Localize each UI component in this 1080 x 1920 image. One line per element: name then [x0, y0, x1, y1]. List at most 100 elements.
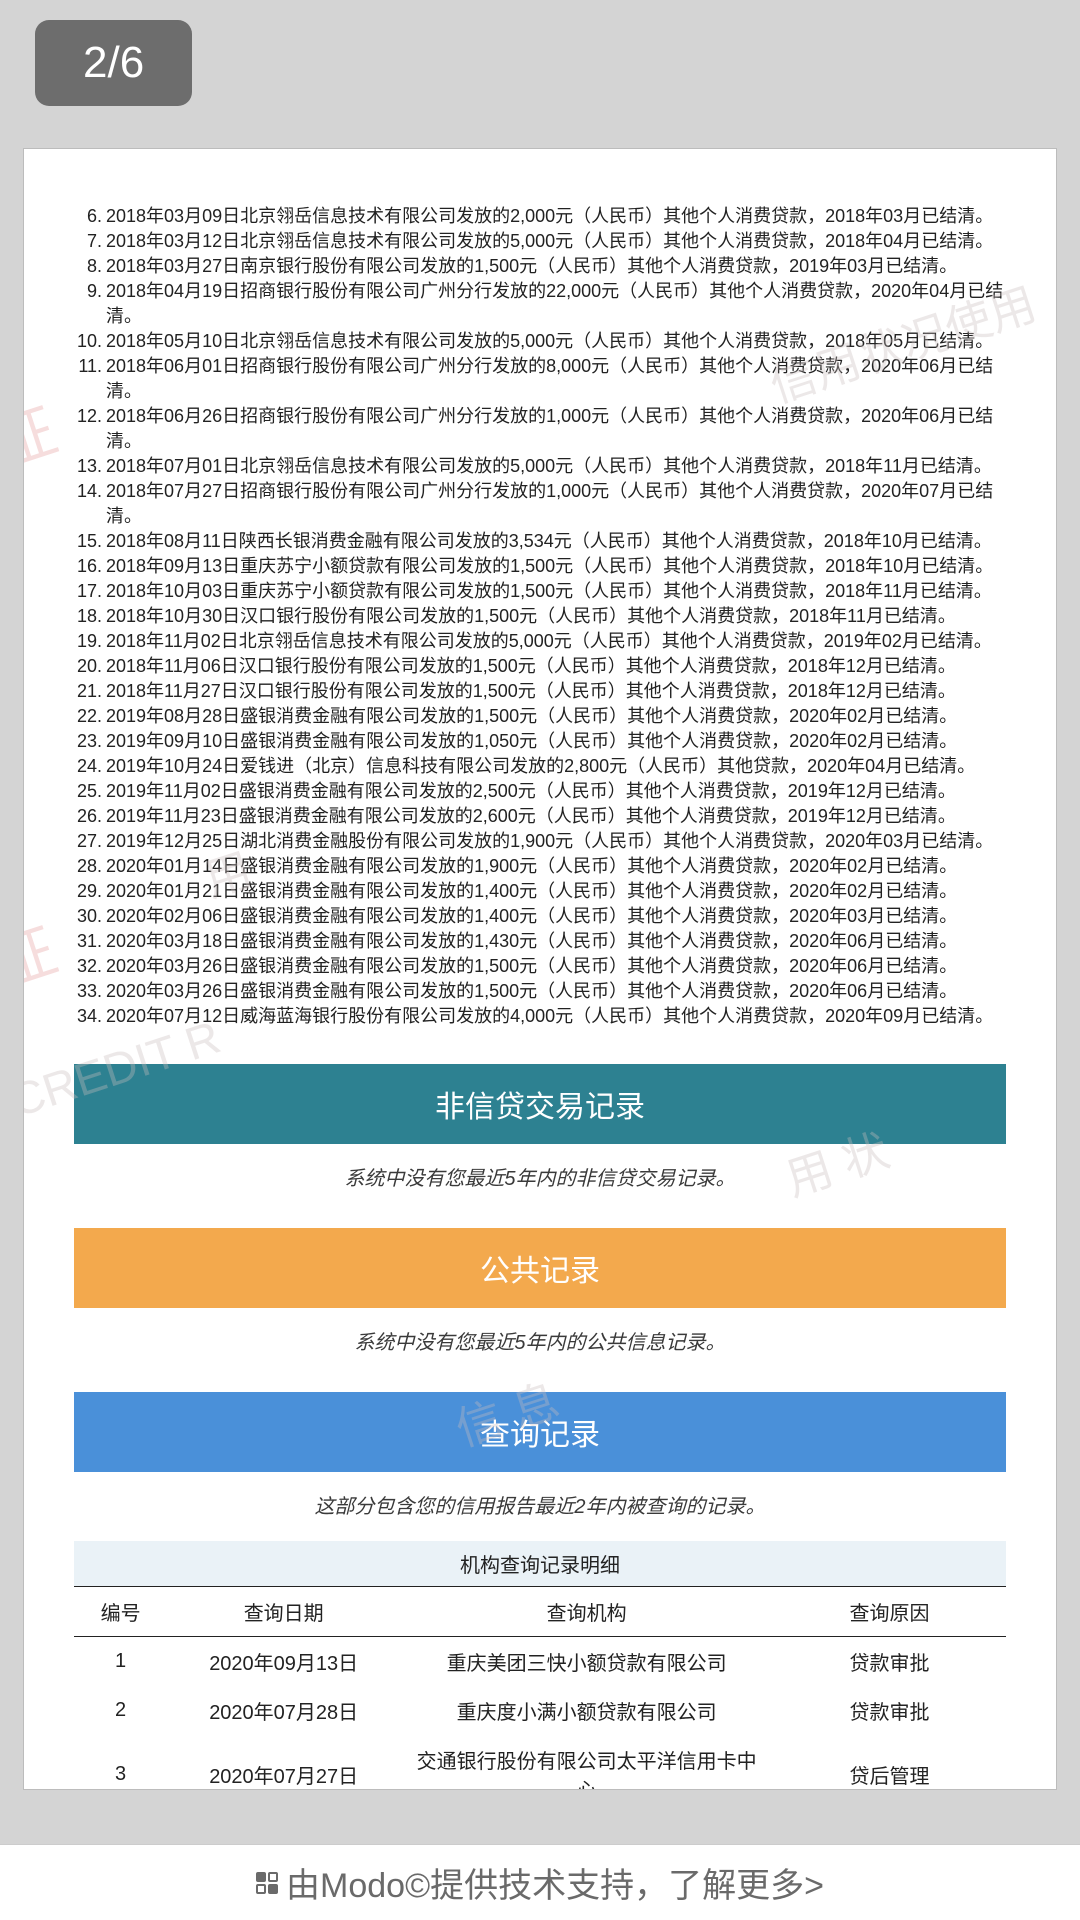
loan-record-item: 11.2018年06月01日招商银行股份有限公司广州分行发放的8,000元（人民…	[74, 354, 1006, 404]
loan-record-number: 24.	[74, 754, 102, 779]
loan-record-number: 29.	[74, 879, 102, 904]
loan-record-item: 7.2018年03月12日北京翎岳信息技术有限公司发放的5,000元（人民币）其…	[74, 229, 1006, 254]
loan-record-text: 2019年11月02日盛银消费金融有限公司发放的2,500元（人民币）其他个人消…	[106, 779, 956, 804]
loan-record-text: 2019年09月10日盛银消费金融有限公司发放的1,050元（人民币）其他个人消…	[106, 729, 957, 754]
loan-record-item: 20.2018年11月06日汉口银行股份有限公司发放的1,500元（人民币）其他…	[74, 654, 1006, 679]
loan-record-text: 2019年11月23日盛银消费金融有限公司发放的2,600元（人民币）其他个人消…	[106, 804, 956, 829]
loan-record-item: 14.2018年07月27日招商银行股份有限公司广州分行发放的1,000元（人民…	[74, 479, 1006, 529]
loan-record-number: 32.	[74, 954, 102, 979]
loan-record-item: 13.2018年07月01日北京翎岳信息技术有限公司发放的5,000元（人民币）…	[74, 454, 1006, 479]
loan-record-item: 18.2018年10月30日汉口银行股份有限公司发放的1,500元（人民币）其他…	[74, 604, 1006, 629]
loan-record-item: 27.2019年12月25日湖北消费金融股份有限公司发放的1,900元（人民币）…	[74, 829, 1006, 854]
loan-record-number: 9.	[74, 279, 102, 329]
loan-record-number: 13.	[74, 454, 102, 479]
loan-record-number: 20.	[74, 654, 102, 679]
query-cell-org: 重庆美团三快小额贷款有限公司	[400, 1637, 773, 1687]
page-indicator-badge: 2/6	[35, 20, 192, 106]
query-cell-org: 重庆度小满小额贷款有限公司	[400, 1686, 773, 1735]
loan-record-text: 2019年12月25日湖北消费金融股份有限公司发放的1,900元（人民币）其他个…	[106, 829, 993, 854]
loan-record-number: 23.	[74, 729, 102, 754]
loan-record-text: 2018年11月27日汉口银行股份有限公司发放的1,500元（人民币）其他个人消…	[106, 679, 956, 704]
loan-record-item: 6.2018年03月09日北京翎岳信息技术有限公司发放的2,000元（人民币）其…	[74, 204, 1006, 229]
query-table-row: 32020年07月27日交通银行股份有限公司太平洋信用卡中心贷后管理	[74, 1735, 1006, 1790]
query-table-row: 22020年07月28日重庆度小满小额贷款有限公司贷款审批	[74, 1686, 1006, 1735]
loan-record-item: 23.2019年09月10日盛银消费金融有限公司发放的1,050元（人民币）其他…	[74, 729, 1006, 754]
section-query: 查询记录 这部分包含您的信用报告最近2年内被查询的记录。 机构查询记录明细 编号…	[74, 1392, 1006, 1790]
loan-record-text: 2020年02月06日盛银消费金融有限公司发放的1,400元（人民币）其他个人消…	[106, 904, 957, 929]
loan-record-number: 19.	[74, 629, 102, 654]
loan-record-text: 2018年03月12日北京翎岳信息技术有限公司发放的5,000元（人民币）其他个…	[106, 229, 993, 254]
query-subheader: 机构查询记录明细	[74, 1541, 1006, 1587]
section-non-credit: 非信贷交易记录 系统中没有您最近5年内的非信贷交易记录。	[74, 1064, 1006, 1213]
loan-record-number: 17.	[74, 579, 102, 604]
watermark: 征	[23, 902, 66, 1003]
loan-record-text: 2018年06月01日招商银行股份有限公司广州分行发放的8,000元（人民币）其…	[106, 354, 1006, 404]
modo-logo-icon	[256, 1872, 278, 1894]
loan-record-text: 2020年07月12日威海蓝海银行股份有限公司发放的4,000元（人民币）其他个…	[106, 1004, 993, 1029]
document-page: 征 信用状况使用 用 征 仅供 CREDIT R 用 状 信 息 6.2018年…	[23, 148, 1057, 1790]
query-cell-date: 2020年07月28日	[167, 1686, 400, 1735]
query-cell-date: 2020年09月13日	[167, 1637, 400, 1687]
loan-record-number: 11.	[74, 354, 102, 404]
loan-record-item: 10.2018年05月10日北京翎岳信息技术有限公司发放的5,000元（人民币）…	[74, 329, 1006, 354]
loan-record-text: 2018年04月19日招商银行股份有限公司广州分行发放的22,000元（人民币）…	[106, 279, 1006, 329]
loan-record-number: 28.	[74, 854, 102, 879]
loan-record-text: 2018年11月02日北京翎岳信息技术有限公司发放的5,000元（人民币）其他个…	[106, 629, 992, 654]
loan-record-item: 12.2018年06月26日招商银行股份有限公司广州分行发放的1,000元（人民…	[74, 404, 1006, 454]
query-col-reason: 查询原因	[773, 1587, 1006, 1637]
loan-record-number: 7.	[74, 229, 102, 254]
loan-record-text: 2018年06月26日招商银行股份有限公司广州分行发放的1,000元（人民币）其…	[106, 404, 1006, 454]
loan-records-list: 6.2018年03月09日北京翎岳信息技术有限公司发放的2,000元（人民币）其…	[74, 204, 1006, 1029]
query-table: 编号 查询日期 查询机构 查询原因 12020年09月13日重庆美团三快小额贷款…	[74, 1587, 1006, 1790]
loan-record-item: 33.2020年03月26日盛银消费金融有限公司发放的1,500元（人民币）其他…	[74, 979, 1006, 1004]
loan-record-item: 34.2020年07月12日威海蓝海银行股份有限公司发放的4,000元（人民币）…	[74, 1004, 1006, 1029]
loan-record-number: 33.	[74, 979, 102, 1004]
loan-record-text: 2018年05月10日北京翎岳信息技术有限公司发放的5,000元（人民币）其他个…	[106, 329, 993, 354]
loan-record-number: 15.	[74, 529, 102, 554]
bottom-bar-text: 由Modo©提供技术支持，了解更多>	[286, 1858, 824, 1907]
section-note-non-credit: 系统中没有您最近5年内的非信贷交易记录。	[74, 1144, 1006, 1213]
loan-record-item: 9.2018年04月19日招商银行股份有限公司广州分行发放的22,000元（人民…	[74, 279, 1006, 329]
loan-record-number: 31.	[74, 929, 102, 954]
loan-record-text: 2018年11月06日汉口银行股份有限公司发放的1,500元（人民币）其他个人消…	[106, 654, 956, 679]
loan-record-number: 21.	[74, 679, 102, 704]
section-public: 公共记录 系统中没有您最近5年内的公共信息记录。	[74, 1228, 1006, 1377]
loan-record-item: 17.2018年10月03日重庆苏宁小额贷款有限公司发放的1,500元（人民币）…	[74, 579, 1006, 604]
loan-record-number: 10.	[74, 329, 102, 354]
loan-record-item: 8.2018年03月27日南京银行股份有限公司发放的1,500元（人民币）其他个…	[74, 254, 1006, 279]
loan-record-number: 30.	[74, 904, 102, 929]
query-cell-id: 1	[74, 1637, 167, 1687]
loan-record-text: 2018年08月11日陕西长银消费金融有限公司发放的3,534元（人民币）其他个…	[106, 529, 992, 554]
query-table-header-row: 编号 查询日期 查询机构 查询原因	[74, 1587, 1006, 1637]
loan-record-number: 27.	[74, 829, 102, 854]
query-col-id: 编号	[74, 1587, 167, 1637]
loan-record-number: 34.	[74, 1004, 102, 1029]
loan-record-text: 2020年03月18日盛银消费金融有限公司发放的1,430元（人民币）其他个人消…	[106, 929, 957, 954]
loan-record-item: 28.2020年01月14日盛银消费金融有限公司发放的1,900元（人民币）其他…	[74, 854, 1006, 879]
loan-record-text: 2019年08月28日盛银消费金融有限公司发放的1,500元（人民币）其他个人消…	[106, 704, 957, 729]
loan-record-text: 2020年01月14日盛银消费金融有限公司发放的1,900元（人民币）其他个人消…	[106, 854, 957, 879]
loan-record-text: 2020年01月21日盛银消费金融有限公司发放的1,400元（人民币）其他个人消…	[106, 879, 957, 904]
loan-record-item: 31.2020年03月18日盛银消费金融有限公司发放的1,430元（人民币）其他…	[74, 929, 1006, 954]
loan-record-text: 2018年07月27日招商银行股份有限公司广州分行发放的1,000元（人民币）其…	[106, 479, 1006, 529]
query-cell-reason: 贷款审批	[773, 1686, 1006, 1735]
section-header-non-credit: 非信贷交易记录	[74, 1064, 1006, 1144]
loan-record-item: 15.2018年08月11日陕西长银消费金融有限公司发放的3,534元（人民币）…	[74, 529, 1006, 554]
loan-record-text: 2018年03月27日南京银行股份有限公司发放的1,500元（人民币）其他个人消…	[106, 254, 957, 279]
section-note-public: 系统中没有您最近5年内的公共信息记录。	[74, 1308, 1006, 1377]
bottom-promo-bar[interactable]: 由Modo©提供技术支持，了解更多>	[0, 1844, 1080, 1920]
loan-record-number: 18.	[74, 604, 102, 629]
loan-record-number: 16.	[74, 554, 102, 579]
query-cell-reason: 贷款审批	[773, 1637, 1006, 1687]
loan-record-item: 30.2020年02月06日盛银消费金融有限公司发放的1,400元（人民币）其他…	[74, 904, 1006, 929]
loan-record-number: 8.	[74, 254, 102, 279]
watermark: 征	[23, 382, 66, 483]
loan-record-number: 12.	[74, 404, 102, 454]
section-header-query: 查询记录	[74, 1392, 1006, 1472]
loan-record-text: 2018年07月01日北京翎岳信息技术有限公司发放的5,000元（人民币）其他个…	[106, 454, 992, 479]
query-cell-reason: 贷后管理	[773, 1735, 1006, 1790]
loan-record-number: 6.	[74, 204, 102, 229]
loan-record-number: 25.	[74, 779, 102, 804]
loan-record-item: 19.2018年11月02日北京翎岳信息技术有限公司发放的5,000元（人民币）…	[74, 629, 1006, 654]
query-table-row: 12020年09月13日重庆美团三快小额贷款有限公司贷款审批	[74, 1637, 1006, 1687]
